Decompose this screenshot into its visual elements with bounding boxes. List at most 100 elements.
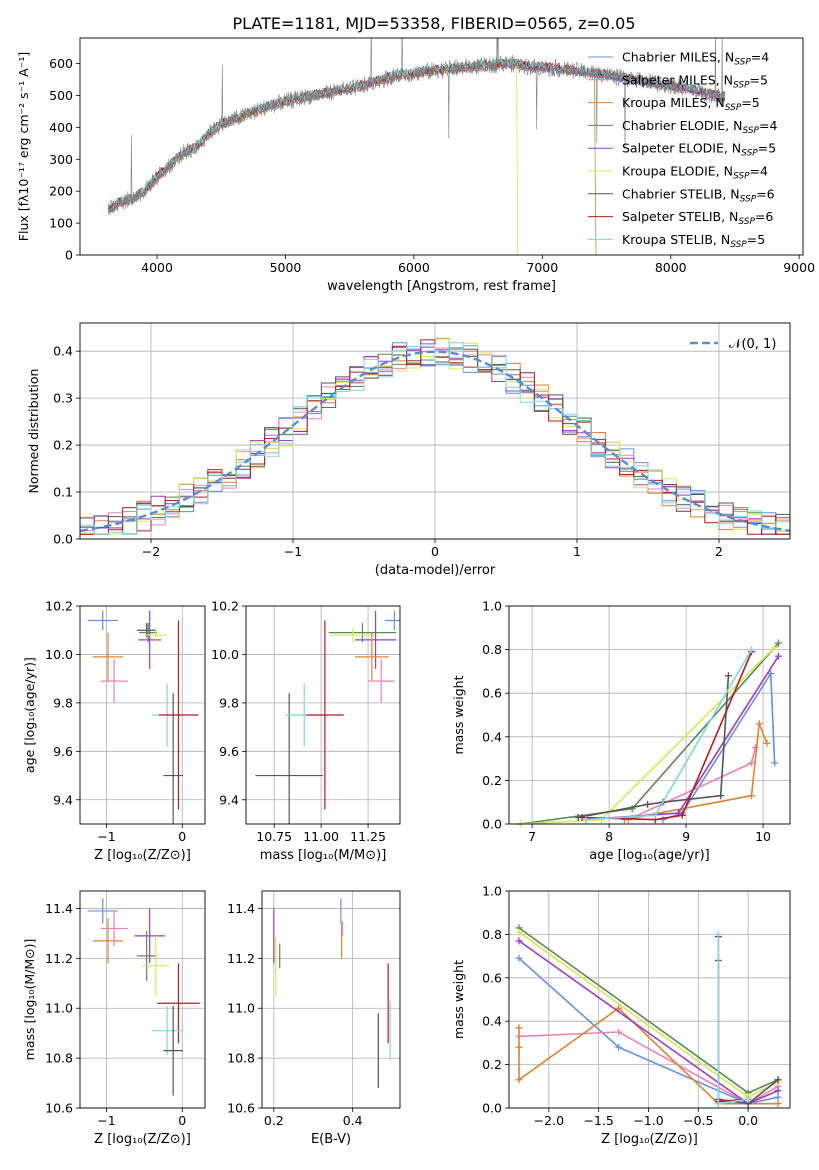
weight-series: [518, 957, 779, 1105]
age-vs-metallicity-panel: −1 0 9.4 9.6 9.8 10.0 10.2 Z [log₁₀(Z/Z⊙)] age […: [22, 599, 206, 863]
legend-label: Kroupa MILES, NSSP=5: [622, 95, 760, 113]
x-tick-label: 2: [715, 544, 723, 559]
y-tick-label: 0.0: [53, 532, 73, 547]
x-tick-label: 5000: [270, 260, 302, 275]
y-tick-label: 11.2: [45, 951, 73, 966]
y-tick-label: 500: [49, 88, 73, 103]
legend-value: =4: [751, 50, 769, 65]
legend-subscript: SSP: [725, 103, 742, 113]
figure-title: PLATE=1181, MJD=53358, FIBERID=0565, z=0…: [232, 14, 635, 33]
x-tick-label: 7: [528, 829, 536, 844]
x-tick-label: 10.75: [256, 829, 292, 844]
mass-weight-vs-age-panel: 7 8 9 10 0.0 0.2 0.4 0.6 0.8 1.0 age [log₁₀(age/yr…: [451, 599, 791, 863]
mass-vs-metallicity-panel: −1 0 10.6 10.8 11.0 11.2 11.4 Z [log₁₀(Z/Z⊙)] ma…: [22, 890, 206, 1147]
legend-label: Chabrier MILES, NSSP=4: [622, 50, 769, 68]
x-axis-label: Z [log₁₀(Z/Z⊙)]: [94, 1132, 191, 1147]
histogram-series: [80, 342, 790, 535]
y-tick-label: 10.0: [211, 647, 239, 662]
weight-series: [624, 723, 768, 821]
axes-frame: [79, 605, 206, 825]
legend-label: 𝒩(0, 1): [729, 337, 776, 352]
x-tick-label: −1: [97, 1113, 115, 1128]
y-axis-label: mass weight: [451, 960, 466, 1039]
x-tick-label: 4000: [141, 260, 173, 275]
histogram-series: [80, 337, 790, 535]
y-tick-label: 9.8: [219, 695, 239, 710]
observed-spectrum: [108, 38, 725, 213]
x-tick-label: −1: [97, 829, 115, 844]
legend-value: =5: [750, 72, 768, 87]
y-tick-label: 10.2: [211, 599, 239, 614]
x-tick-label: 0: [178, 829, 186, 844]
x-tick-label: 0: [431, 544, 439, 559]
error-bars: [87, 610, 199, 824]
legend-subscript: SSP: [733, 80, 750, 90]
y-tick-label: 0.8: [482, 642, 502, 657]
x-tick-label: −1.0: [633, 1113, 663, 1128]
legend-value: =6: [756, 186, 774, 201]
y-tick-label: 0.2: [482, 1057, 502, 1072]
weight-series: [717, 936, 749, 1103]
weight-series: [518, 1031, 779, 1105]
y-tick-label: 0.6: [482, 686, 502, 701]
y-tick-label: 1.0: [482, 599, 502, 614]
legend: Chabrier MILES, NSSP=4 Salpeter MILES, NS…: [588, 50, 777, 250]
legend-subscript: SSP: [742, 126, 759, 136]
weight-series: [578, 675, 730, 819]
x-axis-label: Z [log₁₀(Z/Z⊙)]: [601, 1132, 698, 1147]
y-tick-label: 9.4: [219, 792, 239, 807]
y-tick-label: 9.4: [53, 792, 73, 807]
spectrum-lines: [107, 38, 726, 255]
legend-subscript: SSP: [733, 172, 750, 182]
y-tick-label: 0.8: [482, 927, 502, 942]
y-tick-label: 10.0: [45, 647, 73, 662]
x-tick-label: 11.00: [303, 829, 339, 844]
y-tick-label: 0.2: [53, 438, 73, 453]
y-tick-label: 9.6: [53, 744, 73, 759]
legend-label: Salpeter ELODIE, NSSP=5: [622, 141, 776, 159]
y-axis-label: mass [log₁₀(M/M⊙)]: [22, 939, 37, 1061]
y-tick-label: 0.0: [482, 1101, 502, 1116]
legend-label: Kroupa STELIB, NSSP=5: [622, 232, 765, 250]
legend-value: =5: [747, 232, 765, 247]
x-axis-label: (data-model)/error: [375, 563, 496, 578]
model-spectrum: [108, 59, 519, 255]
x-axis-label: mass [log₁₀(M/M⊙)]: [260, 848, 387, 863]
x-axis-label: age [log₁₀(age/yr)]: [589, 848, 710, 863]
x-tick-label: 11.25: [350, 829, 386, 844]
x-tick-label: 7000: [526, 260, 558, 275]
x-tick-label: 9: [682, 829, 690, 844]
x-tick-label: 10: [755, 829, 771, 844]
y-tick-label: 0.6: [482, 970, 502, 985]
x-tick-label: 0: [178, 1113, 186, 1128]
y-tick-label: 9.6: [219, 744, 239, 759]
legend-subscript: SSP: [741, 149, 758, 159]
x-tick-label: 8000: [655, 260, 687, 275]
y-tick-label: 11.4: [227, 901, 255, 916]
legend-value: =6: [755, 209, 773, 224]
x-tick-label: 0.0: [738, 1113, 758, 1128]
y-tick-label: 11.4: [45, 901, 73, 916]
legend-subscript: SSP: [738, 217, 755, 227]
legend-label: Salpeter MILES, NSSP=5: [622, 72, 768, 90]
y-tick-label: 1.0: [482, 884, 502, 899]
y-tick-label: 200: [49, 184, 73, 199]
y-tick-label: 0.0: [482, 817, 502, 832]
y-tick-label: 11.2: [227, 951, 255, 966]
legend-value: =5: [741, 95, 759, 110]
legend-label: Chabrier ELODIE, NSSP=4: [622, 118, 777, 136]
axes-frame: [245, 605, 401, 825]
y-axis-label: Flux [fλ10⁻¹⁷ erg cm⁻² s⁻¹ A⁻¹]: [16, 52, 31, 241]
y-tick-label: 11.0: [227, 1001, 255, 1016]
x-tick-label: −1: [284, 544, 302, 559]
weight-series: [662, 671, 776, 821]
error-bars: [273, 898, 391, 1089]
y-tick-label: 10.6: [227, 1101, 255, 1116]
x-tick-label: 6000: [398, 260, 430, 275]
y-tick-label: 400: [49, 120, 73, 135]
legend-label: Kroupa ELODIE, NSSP=4: [622, 164, 768, 182]
legend-subscript: SSP: [740, 194, 757, 204]
y-tick-label: 9.8: [53, 695, 73, 710]
x-tick-label: −2: [142, 544, 160, 559]
y-tick-label: 0.4: [482, 1014, 502, 1029]
